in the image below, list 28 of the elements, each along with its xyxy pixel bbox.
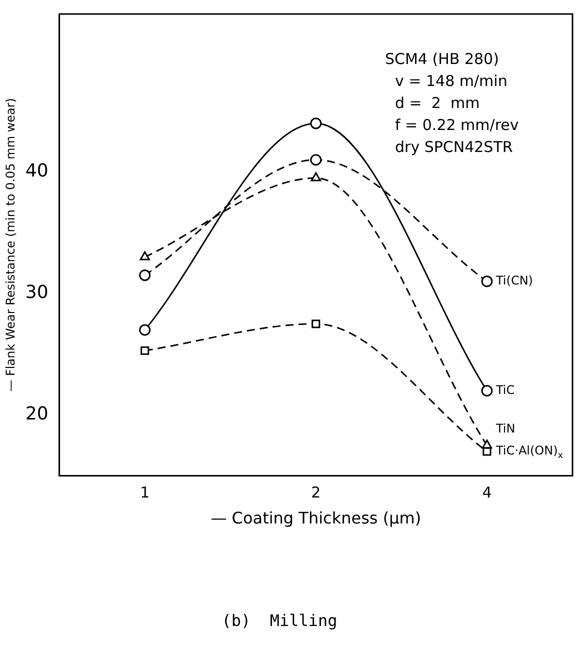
x-tick-label: 2 <box>311 484 321 502</box>
point <box>481 276 493 288</box>
point <box>310 118 322 130</box>
point <box>140 346 150 355</box>
point <box>310 172 321 182</box>
text: (b) Milling <box>222 611 338 630</box>
series-label: TiN <box>494 422 516 436</box>
point <box>312 320 320 328</box>
series-label: Ti(CN) <box>494 273 533 288</box>
x-tick-label: 1 <box>140 484 150 502</box>
point <box>481 384 493 396</box>
y-tick-label: 40 <box>25 160 48 182</box>
point <box>482 440 492 449</box>
y-tick-label: 30 <box>25 282 48 304</box>
annotation: v = 148 m/min <box>395 72 508 90</box>
point <box>310 154 322 166</box>
x-axis-title: — Coating Thickness (μm) <box>210 508 422 528</box>
x-tick-label: 4 <box>482 484 492 502</box>
annotation: d = 2 mm <box>395 94 480 112</box>
y-axis-title: — Flank Wear Resistance (min to 0.05 mm wear) <box>3 98 18 392</box>
point <box>139 270 151 282</box>
annotation: SCM4 (HB 280) <box>385 50 499 68</box>
y-tick-label: 20 <box>25 404 48 425</box>
annotation: f = 0.22 mm/rev <box>395 116 519 134</box>
point <box>139 324 151 336</box>
point <box>140 251 150 260</box>
series-label: TiC <box>494 382 515 397</box>
annotation: dry SPCN42STR <box>395 138 513 156</box>
